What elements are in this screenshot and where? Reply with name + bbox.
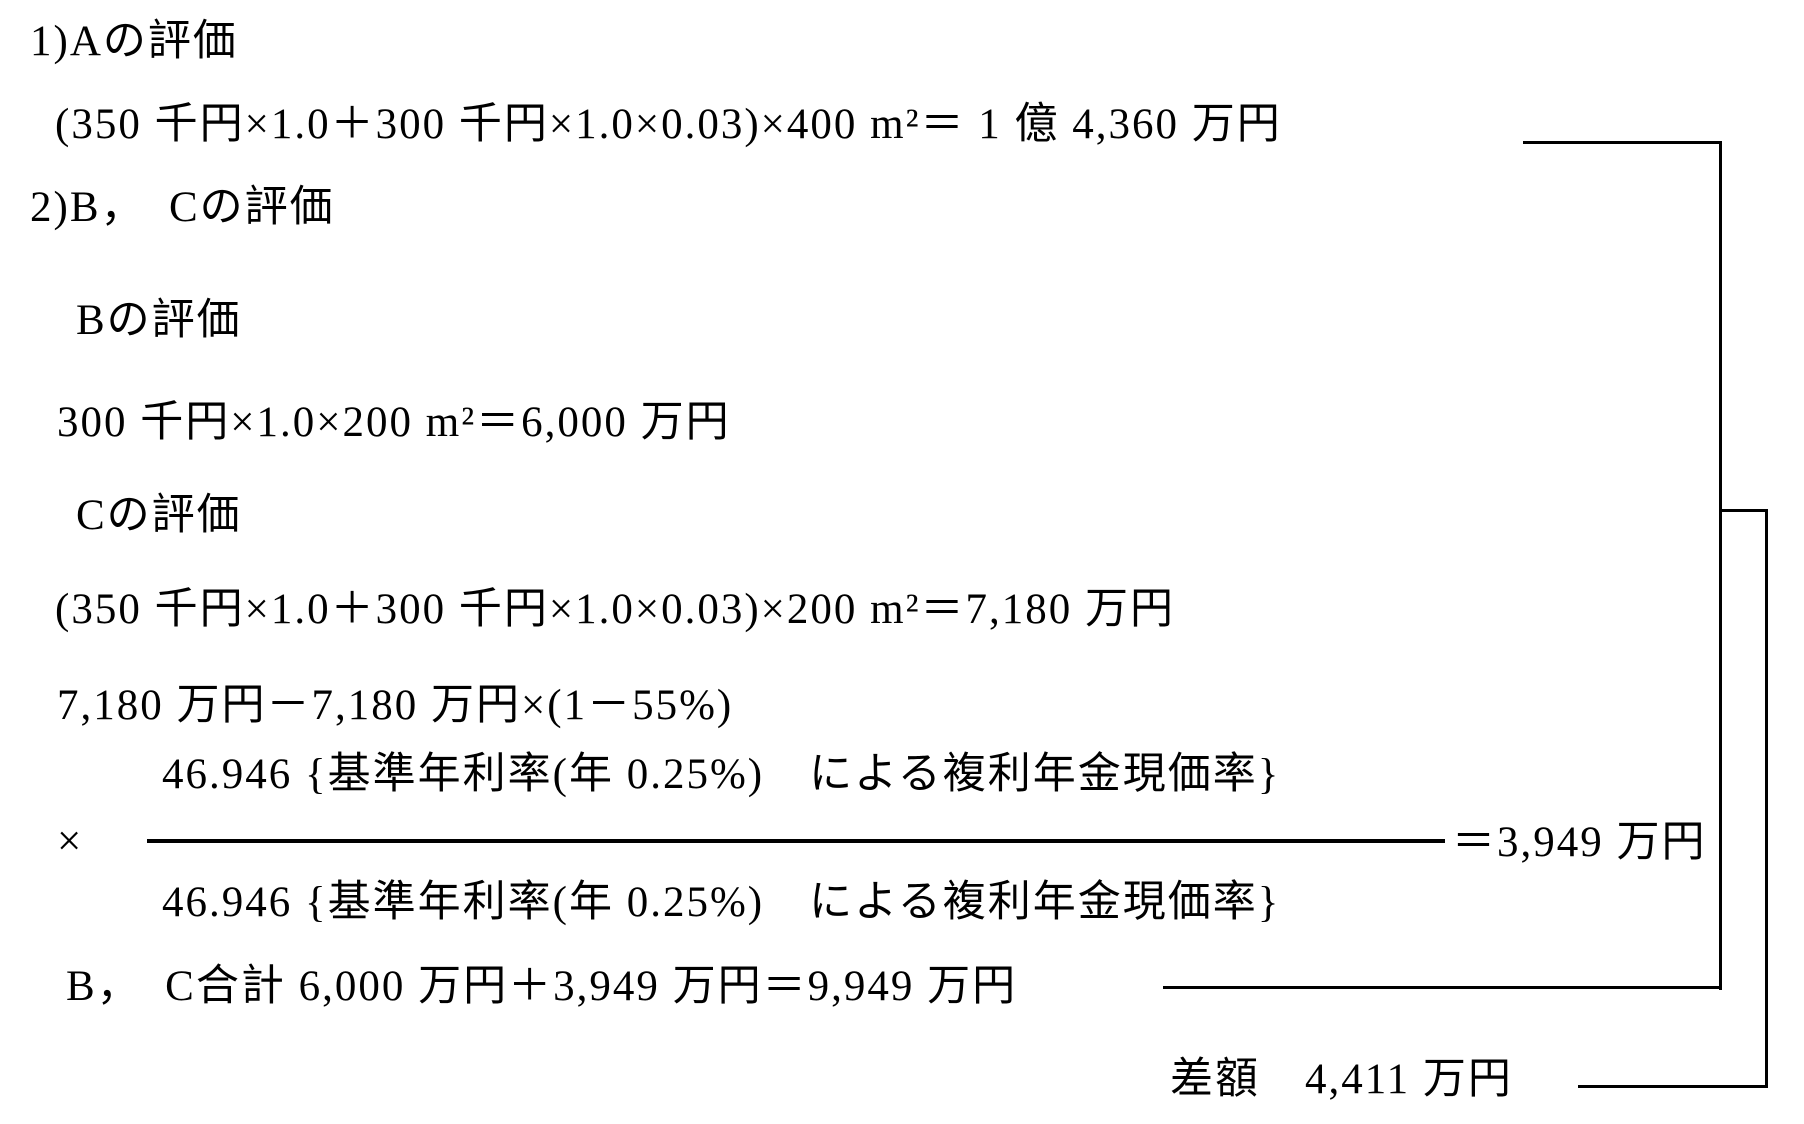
fraction-multiply-sign: × [57,818,84,865]
fraction-bar [147,839,1445,843]
fraction-denominator: 46.946 {基準年利率(年 0.25%) による複利年金現価率} [162,879,1281,926]
section-c-value-formula: (350 千円×1.0＋300 千円×1.0×0.03)×200 m²＝7,18… [55,586,1175,633]
section-b-heading: Bの評価 [76,297,242,344]
connector-bc-total-horizontal [1163,986,1722,989]
section-c-adjustment-formula: 7,180 万円－7,180 万円×(1－55%) [57,682,734,729]
section-a-formula: (350 千円×1.0＋300 千円×1.0×0.03)×400 m²＝ 1 億… [55,101,1282,148]
connector-difference-vertical [1765,509,1768,1088]
section-a-heading: 1)Aの評価 [30,18,238,65]
connector-a-to-total-vertical [1719,141,1722,990]
connector-difference-horizontal [1578,1085,1768,1088]
difference-value: 差額 4,411 万円 [1170,1056,1513,1103]
bc-total-formula: B， C合計 6,000 万円＋3,949 万円＝9,949 万円 [66,963,1018,1010]
connector-a-result-horizontal [1523,141,1722,144]
section-bc-heading: 2)B， Cの評価 [30,184,335,231]
fraction-result: ＝3,949 万円 [1452,819,1707,866]
section-c-heading: Cの評価 [76,492,242,539]
connector-branch-horizontal [1719,509,1768,512]
section-b-formula: 300 千円×1.0×200 m²＝6,000 万円 [57,399,731,446]
fraction-numerator: 46.946 {基準年利率(年 0.25%) による複利年金現価率} [162,751,1281,798]
